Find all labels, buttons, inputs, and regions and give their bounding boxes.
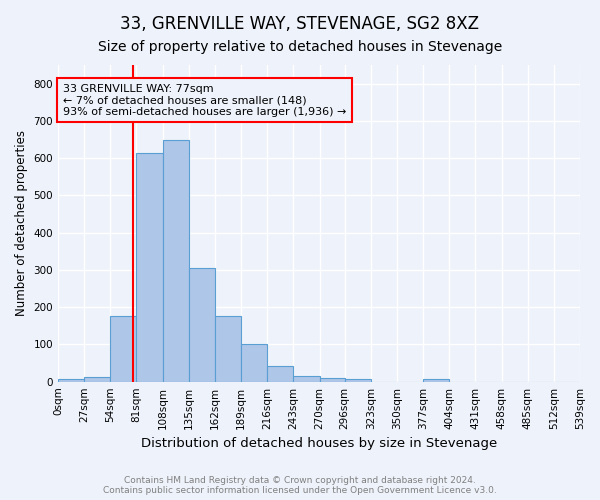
Bar [293, 376, 320, 382]
Bar [58, 378, 84, 382]
Bar [215, 316, 241, 382]
Bar [267, 366, 293, 382]
Y-axis label: Number of detached properties: Number of detached properties [15, 130, 28, 316]
Text: Contains HM Land Registry data © Crown copyright and database right 2024.
Contai: Contains HM Land Registry data © Crown c… [103, 476, 497, 495]
Bar [189, 268, 215, 382]
Bar [241, 344, 267, 382]
Text: 33 GRENVILLE WAY: 77sqm
← 7% of detached houses are smaller (148)
93% of semi-de: 33 GRENVILLE WAY: 77sqm ← 7% of detached… [63, 84, 346, 117]
Bar [163, 140, 189, 382]
Bar [320, 378, 344, 382]
Text: 33, GRENVILLE WAY, STEVENAGE, SG2 8XZ: 33, GRENVILLE WAY, STEVENAGE, SG2 8XZ [121, 15, 479, 33]
Bar [423, 380, 449, 382]
Bar [110, 316, 136, 382]
Bar [344, 379, 371, 382]
Bar [84, 377, 110, 382]
Text: Size of property relative to detached houses in Stevenage: Size of property relative to detached ho… [98, 40, 502, 54]
X-axis label: Distribution of detached houses by size in Stevenage: Distribution of detached houses by size … [141, 437, 497, 450]
Bar [136, 152, 163, 382]
